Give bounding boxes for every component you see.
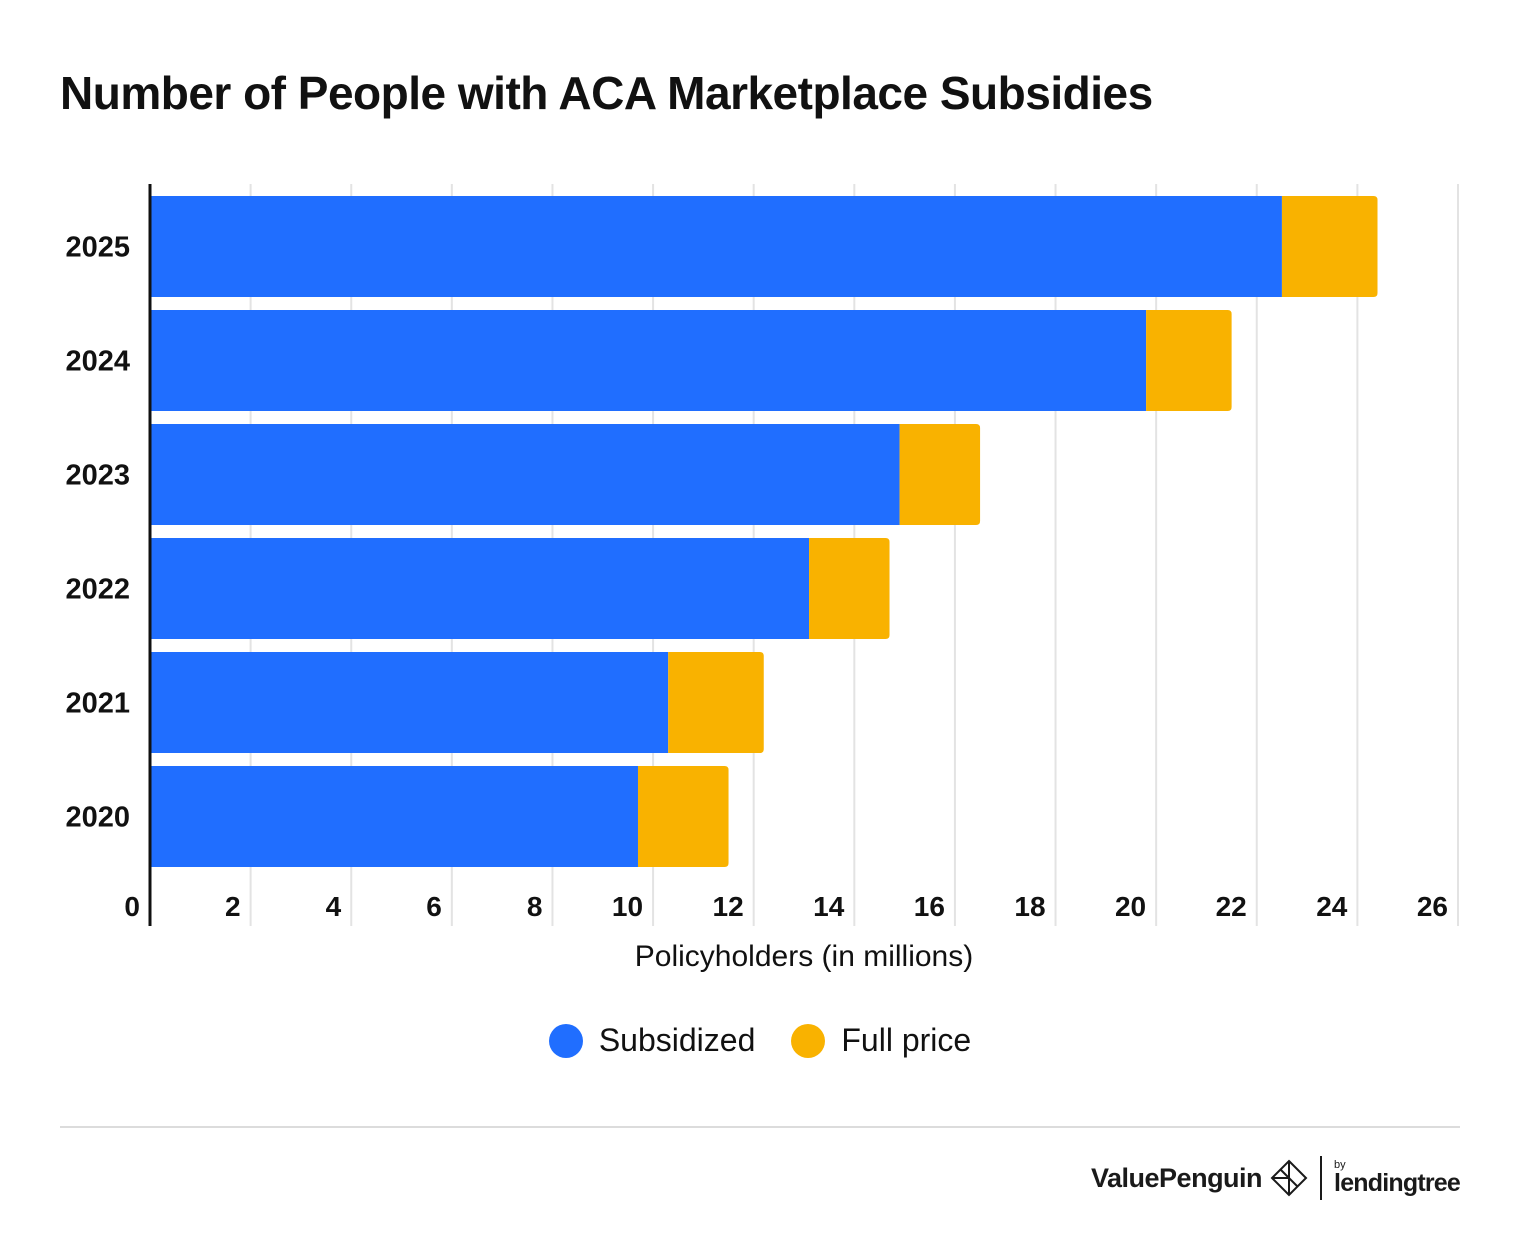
bar-full-price-2020 bbox=[637, 766, 729, 867]
x-tick-label-24: 24 bbox=[1316, 891, 1348, 922]
x-tick-label-4: 4 bbox=[326, 891, 342, 922]
x-tick-label-10: 10 bbox=[612, 891, 643, 922]
brand-partner: by lendingtree bbox=[1334, 1159, 1461, 1197]
legend-swatch-subsidized bbox=[548, 1023, 583, 1058]
brand-footer: ValuePenguin by lendingtree bbox=[1091, 1156, 1461, 1200]
y-tick-label-2022: 2022 bbox=[65, 574, 130, 606]
legend-item-full-price: Full price bbox=[791, 1022, 971, 1059]
y-tick-label-2021: 2021 bbox=[65, 688, 130, 720]
brand-valuepenguin: ValuePenguin bbox=[1091, 1162, 1263, 1193]
bar-subsidized-2024 bbox=[150, 310, 1147, 411]
y-tick-label-2025: 2025 bbox=[65, 232, 130, 264]
bar-subsidized-2023 bbox=[150, 424, 900, 525]
x-tick-label-26: 26 bbox=[1417, 891, 1448, 922]
brand-separator bbox=[1320, 1156, 1323, 1200]
bar-subsidized-2020 bbox=[150, 766, 638, 867]
bar-subsidized-2025 bbox=[150, 196, 1282, 297]
footer-divider bbox=[60, 1126, 1460, 1128]
bar-full-price-2025 bbox=[1281, 196, 1378, 297]
x-tick-label-8: 8 bbox=[527, 891, 543, 922]
bar-full-price-2023 bbox=[899, 424, 981, 525]
x-tick-label-14: 14 bbox=[813, 891, 845, 922]
bar-full-price-2021 bbox=[668, 652, 764, 753]
x-tick-label-0: 0 bbox=[124, 891, 140, 922]
x-tick-label-12: 12 bbox=[713, 891, 744, 922]
valuepenguin-diamond-icon bbox=[1270, 1159, 1308, 1197]
x-tick-label-22: 22 bbox=[1216, 891, 1247, 922]
y-tick-label-2023: 2023 bbox=[65, 460, 130, 492]
x-tick-label-20: 20 bbox=[1115, 891, 1146, 922]
bar-full-price-2022 bbox=[809, 538, 890, 639]
x-tick-label-6: 6 bbox=[426, 891, 442, 922]
x-tick-label-16: 16 bbox=[914, 891, 945, 922]
legend-label-subsidized: Subsidized bbox=[598, 1022, 756, 1058]
bar-subsidized-2022 bbox=[150, 538, 810, 639]
y-tick-label-2020: 2020 bbox=[65, 802, 130, 834]
legend-label-full-price: Full price bbox=[841, 1022, 972, 1058]
x-tick-label-18: 18 bbox=[1014, 891, 1045, 922]
legend-item-subsidized: Subsidized bbox=[548, 1022, 756, 1059]
x-axis-title: Policyholders (in millions) bbox=[635, 940, 973, 973]
chart-title: Number of People with ACA Marketplace Su… bbox=[60, 67, 1153, 119]
x-tick-label-2: 2 bbox=[225, 891, 241, 922]
brand-by-label: by bbox=[1334, 1159, 1346, 1171]
bar-subsidized-2021 bbox=[150, 652, 669, 753]
chart-legend: Subsidized Full price bbox=[0, 1022, 1520, 1059]
bar-full-price-2024 bbox=[1146, 310, 1232, 411]
y-tick-label-2024: 2024 bbox=[65, 346, 130, 378]
legend-swatch-full-price bbox=[791, 1023, 826, 1058]
brand-lendingtree: lendingtree bbox=[1334, 1169, 1461, 1197]
